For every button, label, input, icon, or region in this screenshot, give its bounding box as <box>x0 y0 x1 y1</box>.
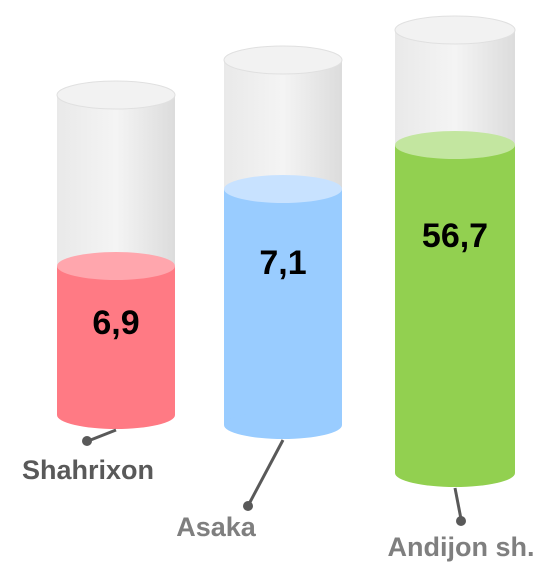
data-label-shahrixon: 6,9 <box>92 304 139 342</box>
cylinder-fill-top <box>57 252 175 280</box>
category-label-shahrixon: Shahrixon <box>22 455 154 485</box>
data-label-andijon: 56,7 <box>422 217 488 255</box>
cylinder-asaka: 7,1 <box>223 45 343 439</box>
cylinder-fill-body <box>57 266 175 415</box>
leader-line-shahrixon <box>82 428 117 446</box>
data-label-asaka: 7,1 <box>259 244 306 282</box>
category-label-andijon: Andijon sh. <box>388 532 535 562</box>
leader-line-asaka <box>243 439 285 511</box>
cylinder-andijon: 56,7 <box>394 15 516 487</box>
cylinder-fill-bottom <box>224 411 342 439</box>
cylinder-shahrixon: 6,9 <box>56 80 176 429</box>
cylinder-fill-top <box>395 131 515 159</box>
cylinder-empty-top <box>223 45 343 75</box>
category-label-asaka: Asaka <box>176 512 257 542</box>
cylinder-fill-bottom <box>57 401 175 429</box>
cylinder-fill-top <box>224 175 342 203</box>
cylinder-empty-top <box>56 80 176 110</box>
cylinder-fill-bottom <box>395 459 515 487</box>
cylinder-empty-top <box>394 15 516 45</box>
leader-line-andijon <box>453 487 466 526</box>
cylinder-fill-body <box>395 145 515 473</box>
cylinder-fill-body <box>224 189 342 425</box>
